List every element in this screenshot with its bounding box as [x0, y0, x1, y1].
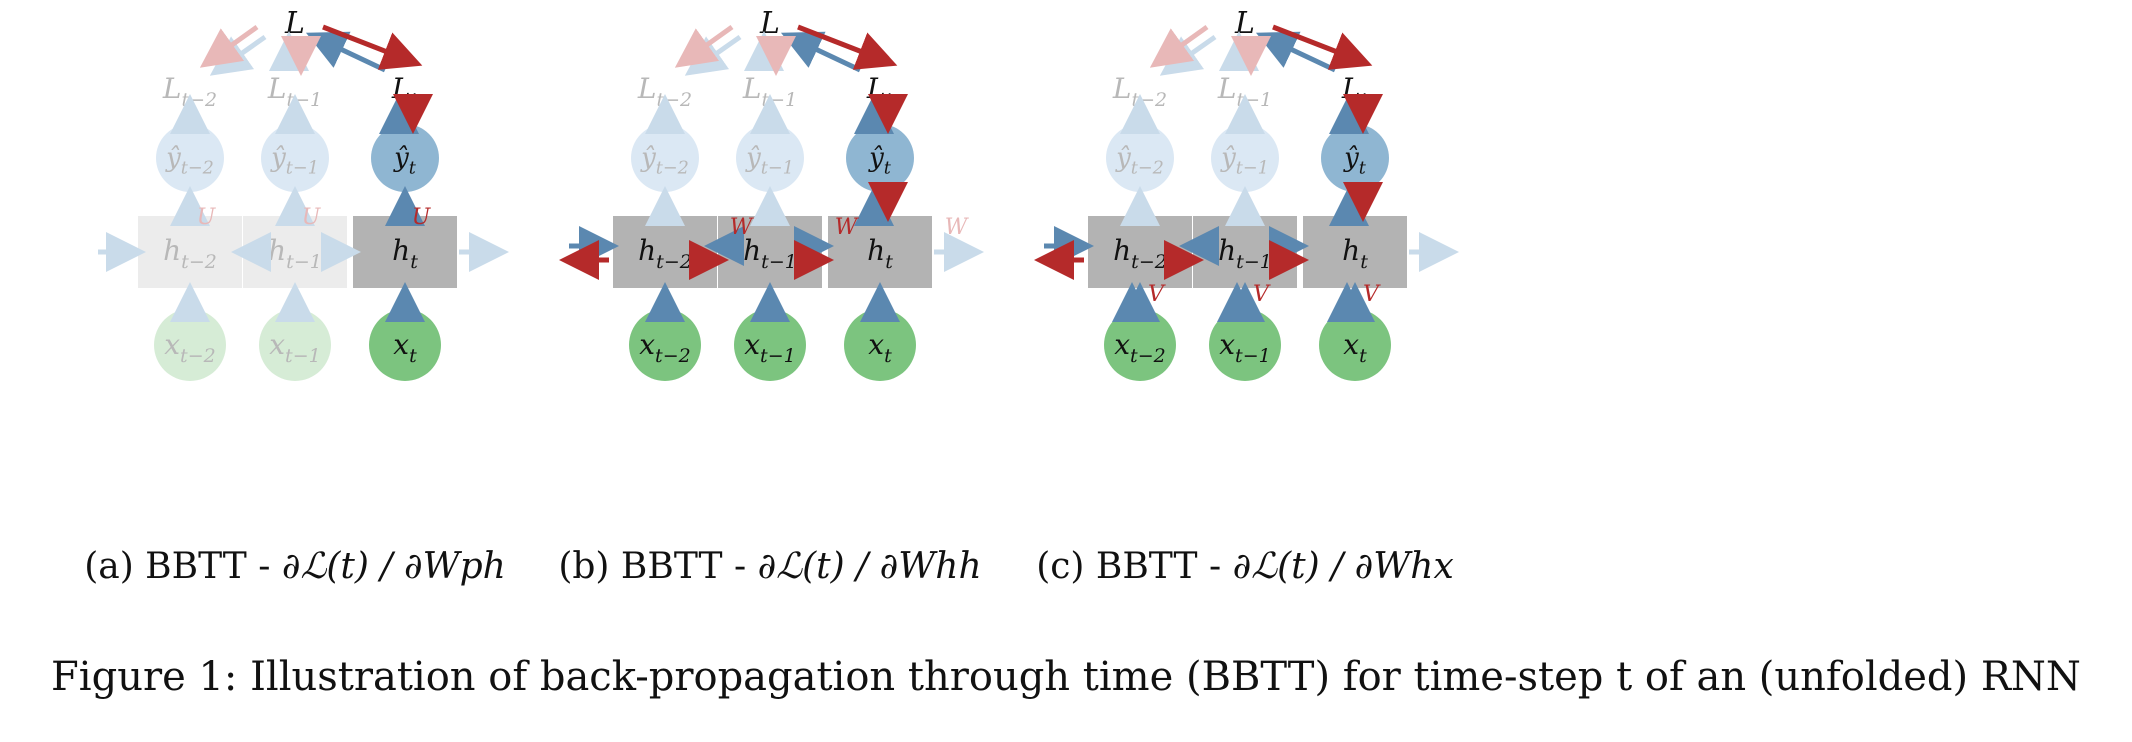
weight-label-2: W [945, 215, 970, 240]
figure-caption: Figure 1: Illustration of back-propagati… [51, 654, 2081, 700]
output-node-0 [631, 124, 699, 192]
weight-label-0: W [730, 215, 755, 240]
arrow-L-to-ltm2 [674, 24, 734, 68]
loss-total: L [759, 6, 780, 41]
input-label-1: xt−1 [269, 328, 321, 367]
arrow-lt-to-L [1255, 31, 1337, 73]
hidden-label-2: ht [1342, 234, 1368, 273]
weight-label-2: V [1363, 282, 1381, 307]
hidden-label-0: ht−2 [1113, 234, 1167, 273]
output-label-1: ŷt−1 [270, 143, 319, 178]
hidden-node-2 [828, 216, 932, 288]
output-label-0: ŷt−2 [165, 143, 214, 178]
input-label-2: xt [868, 328, 892, 367]
hidden-label-2: ht [867, 234, 893, 273]
arrow-lt-to-L [305, 31, 387, 73]
input-label-0: xt−2 [164, 328, 216, 367]
weight-label-1: V [1253, 282, 1271, 307]
loss-total: L [1234, 6, 1255, 41]
arrow-L-to-lt [1272, 24, 1373, 70]
output-node-2 [1321, 124, 1389, 192]
output-label-2: ŷt [393, 143, 417, 178]
arrow-L-to-ltm2 [1149, 24, 1209, 68]
arrow-L-to-ltm2 [199, 24, 259, 68]
weight-label-2: U [412, 205, 432, 230]
hidden-label-0: ht−2 [163, 234, 217, 273]
arrow-ltm2-to-L [684, 34, 742, 76]
panel-caption-a: (a) BBTT - ∂ℒ(t) / ∂Wph [84, 546, 506, 587]
hidden-node-0 [138, 216, 242, 288]
input-label-0: xt−2 [639, 328, 691, 367]
loss-total: L [284, 6, 305, 41]
arrow-ltm2-to-L [209, 34, 267, 76]
output-label-2: ŷt [1343, 143, 1367, 178]
input-node-2 [1319, 309, 1391, 381]
hidden-node-2 [353, 216, 457, 288]
panels-layer: LLt−2ŷt−2ht−2xt−2ULt−1ŷt−1ht−1xt−1ULtŷth… [84, 6, 1459, 587]
panel-a: LLt−2ŷt−2ht−2xt−2ULt−1ŷt−1ht−1xt−1ULtŷth… [84, 6, 509, 587]
input-label-2: xt [393, 328, 417, 367]
input-label-1: xt−1 [744, 328, 796, 367]
panel-caption-c: (c) BBTT - ∂ℒ(t) / ∂Whx [1036, 546, 1454, 587]
output-node-2 [371, 124, 439, 192]
input-node-0 [1104, 309, 1176, 381]
panel-caption-b: (b) BBTT - ∂ℒ(t) / ∂Whh [558, 546, 981, 587]
hidden-label-0: ht−2 [638, 234, 692, 273]
output-node-0 [1106, 124, 1174, 192]
hidden-label-2: ht [392, 234, 418, 273]
arrow-lt-to-L [780, 31, 862, 73]
input-label-2: xt [1343, 328, 1367, 367]
output-label-0: ŷt−2 [1115, 143, 1164, 178]
output-node-1 [736, 124, 804, 192]
output-node-1 [1211, 124, 1279, 192]
hidden-label-1: ht−1 [1218, 234, 1272, 273]
hidden-node-2 [1303, 216, 1407, 288]
arrow-L-to-lt [322, 24, 423, 70]
weight-label-0: V [1148, 282, 1166, 307]
arrow-L-to-lt [797, 24, 898, 70]
input-label-0: xt−2 [1114, 328, 1166, 367]
input-node-1 [259, 309, 331, 381]
input-node-1 [734, 309, 806, 381]
weight-label-1: W [835, 215, 860, 240]
output-label-1: ŷt−1 [745, 143, 794, 178]
panel-b: LLt−2ŷt−2ht−2xt−2Lt−1ŷt−1ht−1xt−1Ltŷthtx… [558, 6, 984, 587]
input-node-1 [1209, 309, 1281, 381]
input-node-2 [844, 309, 916, 381]
input-node-2 [369, 309, 441, 381]
output-node-2 [846, 124, 914, 192]
output-node-0 [156, 124, 224, 192]
output-node-1 [261, 124, 329, 192]
hidden-label-1: ht−1 [743, 234, 797, 273]
output-label-2: ŷt [868, 143, 892, 178]
hidden-label-1: ht−1 [268, 234, 322, 273]
input-node-0 [154, 309, 226, 381]
arrow-ltm2-to-L [1159, 34, 1217, 76]
output-label-1: ŷt−1 [1220, 143, 1269, 178]
output-label-0: ŷt−2 [640, 143, 689, 178]
weight-label-1: U [302, 205, 322, 230]
input-label-1: xt−1 [1219, 328, 1271, 367]
panel-c: LLt−2ŷt−2ht−2xt−2VLt−1ŷt−1ht−1xt−1VLtŷth… [1034, 6, 1459, 587]
weight-label-0: U [197, 205, 217, 230]
input-node-0 [629, 309, 701, 381]
